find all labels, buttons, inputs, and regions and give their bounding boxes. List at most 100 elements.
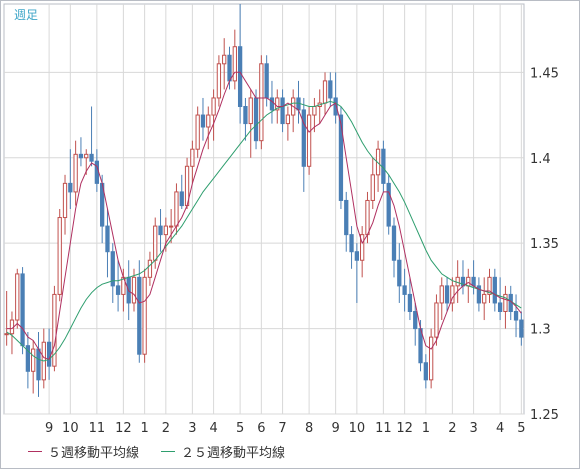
candle-body-up	[428, 336, 434, 381]
candle-body-down	[78, 153, 84, 159]
candle-body-down	[115, 285, 121, 295]
candle-body-down	[68, 182, 73, 193]
candle-body-down	[497, 302, 503, 313]
candle-body-down	[354, 251, 360, 261]
candle-body-down	[110, 251, 115, 287]
x-tick-label: 1	[422, 421, 430, 436]
ma25-line	[6, 100, 522, 362]
x-tick-label: 11	[375, 421, 392, 436]
candle-body-up	[31, 348, 36, 372]
x-tick-label: 2	[448, 421, 456, 436]
y-tick-label: 1.4	[530, 152, 551, 167]
x-tick-label: 7	[278, 421, 286, 436]
candle-body-down	[519, 319, 524, 338]
candle-body-up	[15, 273, 20, 321]
candle-body-up	[285, 114, 291, 125]
candle-body-up	[365, 199, 370, 236]
x-tick-label: 1	[140, 421, 148, 436]
candle-body-down	[20, 273, 25, 347]
candle-body-up	[322, 80, 328, 104]
candle-body-down	[280, 97, 285, 125]
candle-body-down	[492, 276, 497, 304]
candle-body-down	[413, 311, 418, 330]
candle-body-down	[333, 97, 338, 116]
candle-body-down	[264, 63, 269, 99]
legend-item-ma5: ５週移動平均線	[28, 442, 139, 461]
period-label: 週足	[14, 8, 39, 22]
candle-body-up	[211, 97, 216, 116]
candle-body-up	[131, 276, 137, 304]
candle-body-down	[444, 285, 450, 304]
candle-body-up	[482, 293, 487, 304]
y-tick-label: 1.35	[530, 237, 559, 252]
x-tick-label: 6	[257, 421, 265, 436]
x-tick-label: 11	[89, 421, 106, 436]
legend-swatch-ma25	[161, 451, 176, 452]
candle-body-up	[62, 182, 68, 219]
candle-body-up	[216, 63, 222, 99]
candle-body-down	[36, 348, 41, 381]
x-tick-label: 5	[517, 421, 525, 436]
legend-label-ma5: ５週移動平均線	[48, 446, 140, 461]
candle-body-down	[301, 109, 306, 167]
x-tick-label: 2	[162, 421, 170, 436]
x-tick-label: 10	[62, 421, 79, 436]
candle-body-down	[105, 225, 110, 253]
candle-body-down	[89, 153, 94, 162]
x-tick-label: 4	[209, 421, 217, 436]
candle-body-down	[237, 46, 243, 107]
candle-body-up	[370, 174, 375, 201]
candle-body-down	[402, 285, 407, 295]
x-tick-label: 8	[305, 421, 313, 436]
candle-body-up	[147, 259, 153, 278]
candle-body-down	[476, 285, 482, 304]
candle-body-up	[466, 276, 471, 287]
x-tick-label: 12	[396, 421, 413, 436]
candle-body-down	[269, 97, 275, 111]
candle-body-up	[4, 333, 9, 336]
candle-body-up	[73, 153, 78, 193]
candle-body-down	[46, 341, 52, 367]
x-tick-label: 3	[469, 421, 477, 436]
x-tick-label: 10	[349, 421, 366, 436]
candle-body-up	[360, 234, 365, 261]
candle-body-down	[328, 80, 333, 99]
candle-body-up	[57, 217, 62, 295]
x-tick-label: 5	[236, 421, 244, 436]
candle-body-up	[195, 114, 200, 150]
y-tick-label: 1.25	[530, 408, 559, 423]
candle-body-down	[391, 225, 397, 261]
candle-body-up	[503, 293, 508, 312]
candle-body-down	[94, 160, 100, 184]
candle-body-up	[163, 225, 168, 236]
candle-body-up	[248, 97, 253, 125]
candle-body-up	[232, 46, 237, 82]
candle-body-up	[222, 54, 227, 65]
legend-item-ma25: ２５週移動平均線	[161, 442, 285, 461]
candle-body-down	[227, 54, 232, 82]
candle-body-down	[200, 114, 206, 128]
plot-area	[3, 3, 525, 415]
candle-body-down	[423, 362, 428, 381]
candle-body-up	[275, 97, 280, 111]
candle-body-down	[243, 106, 248, 125]
candle-body-up	[52, 293, 57, 367]
candle-body-down	[344, 199, 349, 236]
candle-body-down	[158, 225, 163, 236]
x-tick-label: 9	[331, 421, 339, 436]
candle-body-up	[142, 276, 147, 355]
candle-body-down	[513, 311, 519, 321]
candle-body-up	[259, 63, 264, 142]
candle-body-down	[407, 293, 413, 312]
x-tick-label: 3	[188, 421, 196, 436]
candle-body-up	[168, 225, 174, 228]
y-tick-label: 1.3	[530, 323, 551, 338]
candle-body-down	[25, 345, 31, 372]
legend: ５週移動平均線 ２５週移動平均線	[28, 442, 285, 461]
candle-body-down	[338, 114, 344, 201]
candle-body-up	[84, 153, 89, 159]
candle-body-up	[206, 114, 211, 128]
ma5-line	[6, 71, 522, 360]
candle-body-down	[386, 182, 391, 227]
candle-body-down	[349, 234, 354, 253]
